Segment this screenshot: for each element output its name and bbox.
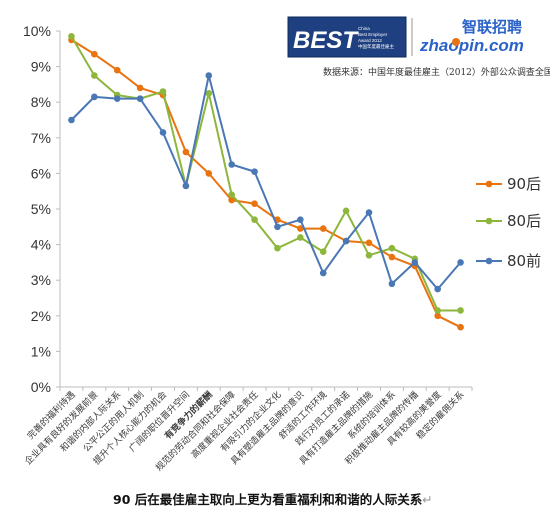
data-point xyxy=(251,216,258,223)
best-logo-line-2: Best Employer xyxy=(358,32,388,37)
y-tick-label: 10% xyxy=(23,23,51,39)
data-point xyxy=(457,323,464,331)
zhaopin-en-text: zhaopin.com xyxy=(419,36,524,55)
figure-caption: 90 后在最佳雇主取向上更为看重福利和和谐的人际关系↵ xyxy=(113,492,433,507)
legend-item-2: 80后 xyxy=(476,212,541,230)
legend-swatch-marker xyxy=(485,180,493,188)
best-logo-line-3: Award 2012 xyxy=(358,38,382,43)
data-point xyxy=(91,72,98,79)
data-point xyxy=(457,307,464,314)
data-point xyxy=(113,95,121,102)
data-point xyxy=(68,33,75,40)
data-point xyxy=(205,72,213,79)
data-point xyxy=(251,200,258,207)
data-point xyxy=(113,66,121,74)
data-point xyxy=(159,129,167,136)
y-tick-label: 9% xyxy=(31,59,51,75)
best-logo-text: BEST xyxy=(293,27,359,54)
data-point xyxy=(91,93,98,101)
data-point xyxy=(136,95,144,102)
data-point xyxy=(274,223,281,231)
data-point xyxy=(365,239,373,247)
series-line xyxy=(70,39,462,329)
data-point xyxy=(297,216,304,223)
data-point xyxy=(365,209,373,216)
y-tick-label: 7% xyxy=(31,130,51,146)
data-point xyxy=(319,248,327,256)
data-point xyxy=(365,251,373,259)
y-tick-label: 1% xyxy=(31,343,51,359)
data-point xyxy=(434,312,441,320)
data-point xyxy=(228,161,235,168)
y-axis-ticks: 0% 1% 2% 3% 4% 5% 6% 7% 8% 9% 10% xyxy=(23,23,60,395)
legend-item-3: 80前 xyxy=(476,252,541,270)
data-point xyxy=(342,237,350,245)
y-tick-label: 5% xyxy=(31,201,51,217)
series-line xyxy=(70,74,462,291)
data-point xyxy=(388,253,396,261)
data-point xyxy=(457,259,464,266)
data-point xyxy=(228,196,235,204)
data-point xyxy=(388,244,396,252)
zhaopin-cn-text: 智联招聘 xyxy=(462,18,522,36)
data-point xyxy=(251,168,258,175)
zhaopin-logo: 智联招聘 zhaopin.com xyxy=(411,18,524,56)
data-point xyxy=(411,259,419,266)
legend-swatch-marker xyxy=(485,257,493,265)
y-tick-label: 8% xyxy=(31,94,51,110)
data-point xyxy=(91,50,98,58)
series-1 xyxy=(68,36,464,331)
data-point xyxy=(297,234,304,241)
data-point xyxy=(68,116,75,124)
data-point xyxy=(182,182,190,190)
series-3 xyxy=(68,72,464,293)
data-point xyxy=(205,170,213,177)
y-tick-label: 2% xyxy=(31,308,51,324)
data-point xyxy=(388,280,396,288)
data-point xyxy=(228,191,235,199)
legend-label: 80前 xyxy=(507,252,541,270)
x-axis-ticks: 完善的福利待遇企业具有良好的发展前景和谐的内部人际关系公平公正的用人机制提升个人… xyxy=(22,387,473,473)
data-point xyxy=(342,207,350,215)
best-logo-line-1: China xyxy=(358,26,370,31)
y-tick-label: 0% xyxy=(31,379,51,395)
caption-text: 90 后在最佳雇主取向上更为看重福利和和谐的人际关系 xyxy=(113,492,423,507)
y-tick-label: 3% xyxy=(31,272,51,288)
data-point xyxy=(274,244,281,252)
data-point xyxy=(159,88,167,95)
data-point xyxy=(434,285,441,293)
caption-return-mark: ↵ xyxy=(422,492,432,507)
legend-item-1: 90后 xyxy=(476,175,541,193)
zhaopin-dot-icon xyxy=(452,38,460,46)
legend-swatch-marker xyxy=(485,217,493,225)
best-employer-logo: BEST China Best Employer Award 2012 中国年度… xyxy=(287,16,407,58)
data-point xyxy=(182,148,190,156)
source-note: 数据来源：中国年度最佳雇主（2012）外部公众调查全国报告 xyxy=(323,66,550,78)
data-point xyxy=(205,90,213,97)
data-point xyxy=(136,84,144,92)
plot-area xyxy=(59,31,472,388)
best-logo-line-4: 中国年度最佳雇主 xyxy=(358,43,394,50)
legend-label: 90后 xyxy=(507,175,541,193)
data-point xyxy=(297,225,304,232)
series-layer xyxy=(68,33,464,331)
data-point xyxy=(319,225,327,232)
legend-label: 80后 xyxy=(507,212,541,230)
data-point xyxy=(434,307,441,314)
data-point xyxy=(319,269,327,277)
legend: 90后 80后 80前 xyxy=(476,175,541,270)
y-tick-label: 6% xyxy=(31,165,51,181)
y-tick-label: 4% xyxy=(31,237,51,253)
